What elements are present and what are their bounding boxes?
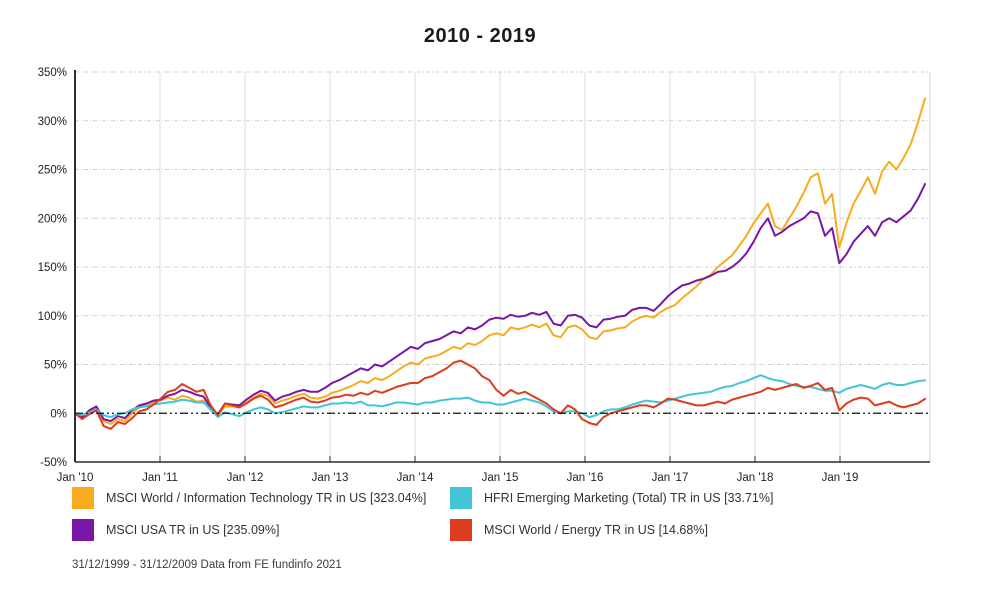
- x-axis-tick-label: Jan '10: [57, 472, 94, 484]
- y-axis-tick-label: 250%: [38, 165, 67, 177]
- x-axis-tick-label: Jan '12: [227, 472, 264, 484]
- legend-item: MSCI World / Energy TR in US [14.68%]: [450, 519, 773, 541]
- legend-swatch: [450, 519, 472, 541]
- y-axis-tick-label: 0%: [50, 408, 67, 420]
- legend-column-left: MSCI World / Information Technology TR i…: [72, 487, 450, 541]
- x-axis-tick-label: Jan '18: [737, 472, 774, 484]
- legend-item: MSCI USA TR in US [235.09%]: [72, 519, 450, 541]
- series-line-msci-world-energy: [74, 359, 926, 430]
- legend-column-right: HFRI Emerging Marketing (Total) TR in US…: [450, 487, 773, 541]
- legend-item: HFRI Emerging Marketing (Total) TR in US…: [450, 487, 773, 509]
- legend-swatch: [72, 519, 94, 541]
- legend-label: HFRI Emerging Marketing (Total) TR in US…: [484, 491, 774, 505]
- y-axis-tick-label: -50%: [40, 457, 67, 469]
- x-axis-tick-label: Jan '17: [652, 472, 689, 484]
- legend-item: MSCI World / Information Technology TR i…: [72, 487, 450, 509]
- y-axis-tick-label: 100%: [38, 311, 67, 323]
- y-axis-tick-label: 150%: [38, 262, 67, 274]
- y-axis-tick-label: 50%: [44, 360, 67, 372]
- chart-legend: MSCI World / Information Technology TR i…: [72, 487, 773, 541]
- x-axis-tick-label: Jan '15: [482, 472, 519, 484]
- x-axis-tick-label: Jan '13: [312, 472, 349, 484]
- y-axis-tick-label: 300%: [38, 116, 67, 128]
- data-source-note: 31/12/1999 - 31/12/2009 Data from FE fun…: [72, 559, 342, 571]
- x-axis-tick-label: Jan '14: [397, 472, 434, 484]
- y-axis-tick-label: 200%: [38, 213, 67, 225]
- legend-label: MSCI World / Information Technology TR i…: [106, 491, 427, 505]
- legend-swatch: [72, 487, 94, 509]
- legend-swatch: [450, 487, 472, 509]
- x-axis-tick-label: Jan '16: [567, 472, 604, 484]
- x-axis-tick-label: Jan '19: [822, 472, 859, 484]
- series-line-hfri-emerging: [74, 374, 926, 419]
- x-axis-tick-label: Jan '11: [142, 472, 178, 484]
- legend-label: MSCI World / Energy TR in US [14.68%]: [484, 523, 708, 537]
- y-axis-tick-label: 350%: [38, 67, 67, 79]
- chart-title: 2010 - 2019: [423, 25, 537, 47]
- legend-label: MSCI USA TR in US [235.09%]: [106, 523, 280, 537]
